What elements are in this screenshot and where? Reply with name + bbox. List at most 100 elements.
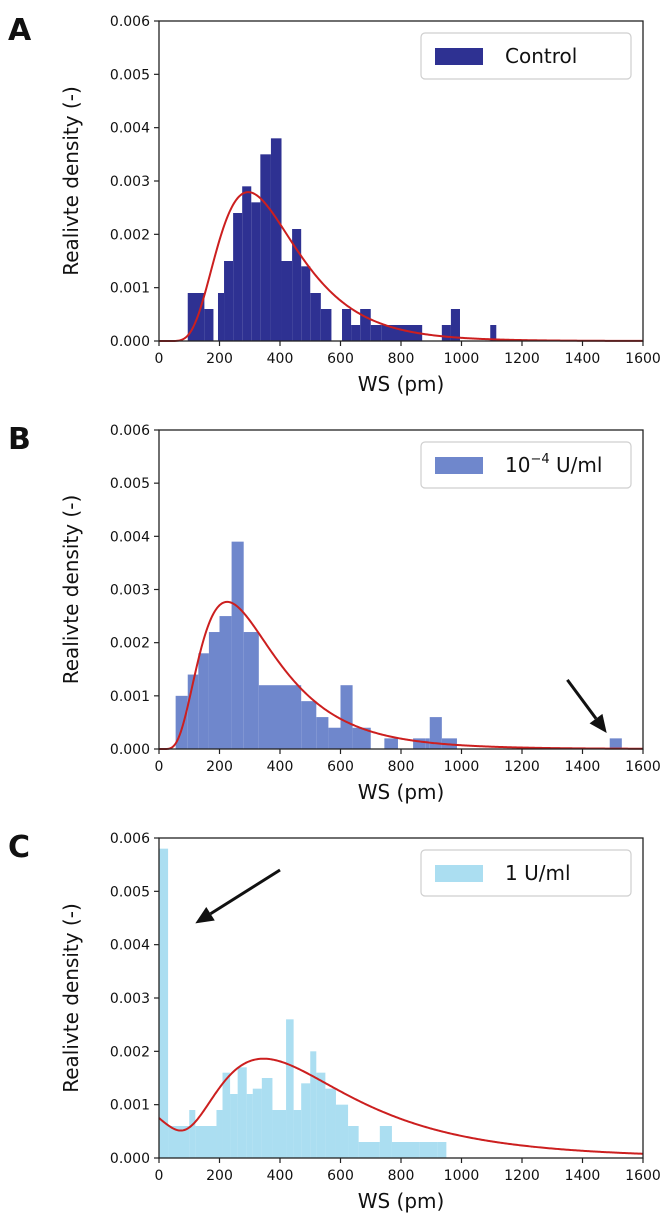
y-tick-label: 0.000: [110, 1151, 150, 1167]
histogram-bar: [224, 261, 234, 341]
x-tick-label: 1400: [565, 351, 601, 367]
x-tick-label: 200: [206, 1168, 233, 1184]
y-tick-label: 0.005: [110, 476, 150, 492]
y-tick-label: 0.003: [110, 991, 150, 1007]
histogram-bar: [450, 309, 460, 341]
histogram-bar: [216, 1110, 223, 1158]
histogram-bar: [348, 1126, 359, 1158]
histogram-bar: [204, 309, 214, 341]
histogram-bar: [231, 541, 244, 749]
y-tick-label: 0.001: [110, 689, 150, 705]
x-tick-label: 1000: [444, 351, 480, 367]
y-tick-label: 0.006: [110, 14, 150, 30]
histogram-bar: [441, 325, 451, 341]
histogram-bar: [301, 1083, 311, 1158]
x-tick-label: 600: [327, 1168, 354, 1184]
legend-box: [420, 441, 632, 489]
x-tick-label: 1400: [565, 1168, 601, 1184]
legend-label-text: Control: [505, 44, 577, 68]
histogram-bar: [270, 138, 282, 341]
histogram-bar: [310, 293, 321, 341]
histogram-bar: [286, 1019, 294, 1158]
panel-label: C: [8, 830, 30, 865]
histogram-bar: [237, 1067, 247, 1158]
legend: 1 U/ml: [420, 849, 632, 897]
x-tick-label: 1600: [625, 759, 661, 775]
y-tick-label: 0.001: [110, 1098, 150, 1114]
histogram-bar: [219, 616, 232, 749]
y-tick-label: 0.005: [110, 884, 150, 900]
x-tick-label: 1200: [504, 1168, 540, 1184]
histogram-bar: [381, 325, 423, 341]
histogram-bar: [230, 1094, 238, 1158]
histogram-bar: [429, 717, 442, 749]
histogram-bar: [325, 1088, 336, 1158]
arrow-head: [589, 713, 607, 734]
y-tick-label: 0.004: [110, 938, 150, 954]
histogram-bar: [609, 738, 622, 749]
histogram-bar: [316, 717, 329, 749]
y-tick-label: 0.003: [110, 583, 150, 599]
x-tick-label: 800: [388, 759, 415, 775]
y-tick-label: 0.002: [110, 1044, 150, 1060]
legend-box: [420, 849, 632, 897]
histogram-bar: [198, 653, 209, 749]
x-tick-label: 1600: [625, 1168, 661, 1184]
y-tick-label: 0.006: [110, 423, 150, 439]
panel-label: B: [8, 422, 31, 457]
histogram-bars: [175, 541, 622, 749]
histogram-bar: [301, 266, 311, 341]
annotation-arrow: [566, 678, 607, 734]
legend-label: 10−4 U/ml: [505, 452, 602, 477]
x-tick-label: 1000: [444, 1168, 480, 1184]
histogram-bar: [358, 1142, 380, 1158]
x-tick-label: 400: [267, 1168, 294, 1184]
histogram-bar: [187, 674, 199, 749]
fit-curve: [159, 600, 643, 750]
histogram-bar: [335, 1104, 349, 1158]
x-tick-label: 600: [327, 759, 354, 775]
y-axis-label: Realivte density (-): [59, 495, 83, 685]
y-tick-label: 0.004: [110, 529, 150, 545]
legend-label-text: 10: [505, 453, 530, 477]
histogram-bar: [258, 685, 302, 749]
y-tick-label: 0.003: [110, 174, 150, 190]
legend: 10−4 U/ml: [420, 441, 632, 489]
y-tick-label: 0.005: [110, 67, 150, 83]
histogram-bar: [360, 309, 371, 341]
x-tick-label: 0: [155, 1168, 164, 1184]
legend-label: 1 U/ml: [505, 861, 571, 885]
histogram-bar: [301, 701, 317, 749]
y-tick-label: 0.002: [110, 227, 150, 243]
x-axis-label: WS (pm): [358, 780, 445, 804]
histogram-bar: [260, 154, 271, 341]
histogram-bar: [340, 685, 353, 749]
histogram-bar: [352, 727, 371, 749]
histogram-bar: [425, 738, 430, 749]
y-tick-label: 0.004: [110, 121, 150, 137]
x-tick-label: 1000: [444, 759, 480, 775]
x-tick-label: 200: [206, 759, 233, 775]
x-tick-label: 0: [155, 759, 164, 775]
x-tick-label: 400: [267, 351, 294, 367]
histogram-bar: [379, 1126, 392, 1158]
x-tick-label: 400: [267, 759, 294, 775]
histogram-bar: [246, 1094, 253, 1158]
histogram-bar: [233, 213, 243, 341]
histogram-bar: [328, 727, 341, 749]
y-axis-label: Realivte density (-): [59, 86, 83, 276]
x-tick-label: 200: [206, 351, 233, 367]
x-tick-label: 1400: [565, 759, 601, 775]
histogram-bar: [437, 1142, 447, 1158]
y-tick-label: 0.000: [110, 334, 150, 350]
histogram-bar: [217, 293, 225, 341]
legend-box: [420, 32, 632, 80]
x-tick-label: 800: [388, 351, 415, 367]
histogram-bar: [159, 848, 169, 1158]
histogram-bars: [159, 848, 447, 1158]
legend-swatch: [435, 457, 483, 474]
arrow-shaft: [566, 678, 598, 720]
arrow-shaft: [209, 868, 281, 916]
